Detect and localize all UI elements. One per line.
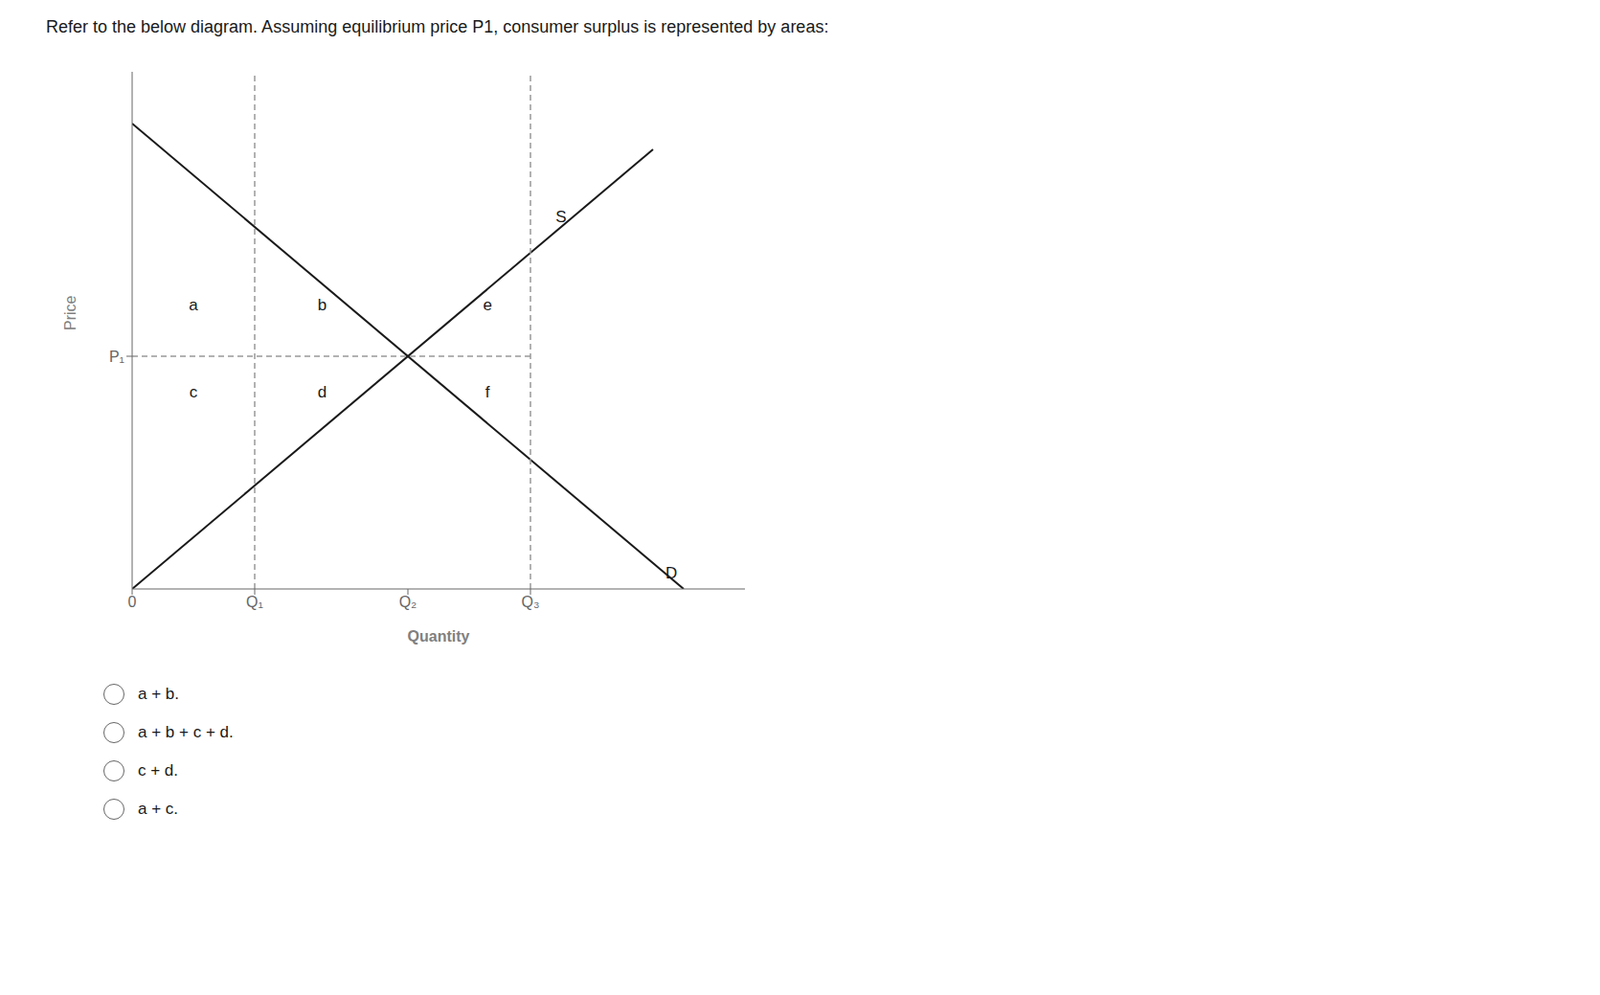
svg-text:P₁: P₁ — [109, 348, 125, 365]
svg-text:a: a — [188, 295, 199, 315]
svg-text:Quantity: Quantity — [407, 628, 471, 645]
svg-text:Q₂: Q₂ — [399, 593, 418, 610]
svg-text:Q₃: Q₃ — [521, 593, 541, 610]
svg-text:b: b — [317, 295, 327, 315]
svg-text:S: S — [555, 207, 566, 226]
html-text:a + c.: a + c. — [137, 799, 179, 818]
svg-text:f: f — [485, 383, 491, 402]
html-text:Refer to the below diagram. As: Refer to the below diagram. Assuming equ… — [45, 17, 829, 37]
svg-text:Price: Price — [62, 294, 79, 331]
svg-text:Q₁: Q₁ — [246, 593, 264, 610]
svg-text:0: 0 — [128, 593, 137, 610]
html-text:a + b + c + d.: a + b + c + d. — [137, 722, 234, 742]
svg-text:e: e — [482, 295, 492, 315]
html-text:c + d.: c + d. — [137, 761, 179, 780]
svg-text:D: D — [665, 563, 677, 583]
html-text:a + b.: a + b. — [137, 684, 180, 703]
svg-text:d: d — [317, 383, 327, 402]
svg-text:c: c — [189, 383, 199, 402]
